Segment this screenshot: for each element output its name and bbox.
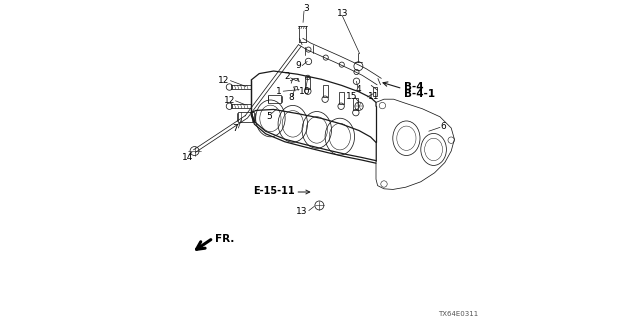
Text: 13: 13 — [337, 9, 349, 18]
Text: FR.: FR. — [215, 234, 234, 244]
Text: 8: 8 — [289, 93, 294, 102]
Text: 5: 5 — [266, 112, 271, 121]
Bar — [305, 77, 310, 89]
Text: 6: 6 — [440, 122, 446, 131]
Text: 15: 15 — [346, 92, 358, 101]
Text: 3: 3 — [303, 4, 308, 13]
Text: 14: 14 — [182, 153, 193, 162]
Text: 11: 11 — [368, 92, 380, 101]
Text: 4: 4 — [356, 85, 361, 94]
Text: 12: 12 — [218, 76, 230, 85]
Text: 2: 2 — [285, 72, 290, 81]
Text: 7: 7 — [232, 124, 238, 133]
Text: 1: 1 — [276, 87, 282, 96]
Text: E-15-11: E-15-11 — [253, 186, 294, 196]
Bar — [323, 85, 328, 97]
Text: TX64E0311: TX64E0311 — [438, 311, 479, 317]
Text: 9: 9 — [295, 61, 301, 70]
Bar — [372, 87, 378, 96]
Bar — [268, 95, 281, 103]
Bar — [339, 92, 344, 104]
Text: 13: 13 — [296, 207, 308, 216]
Text: B-4-1: B-4-1 — [404, 89, 435, 99]
Text: 12: 12 — [223, 96, 235, 105]
Bar — [239, 112, 255, 122]
Text: 10: 10 — [299, 87, 310, 96]
Text: B-4: B-4 — [404, 82, 424, 92]
Bar — [353, 98, 358, 110]
